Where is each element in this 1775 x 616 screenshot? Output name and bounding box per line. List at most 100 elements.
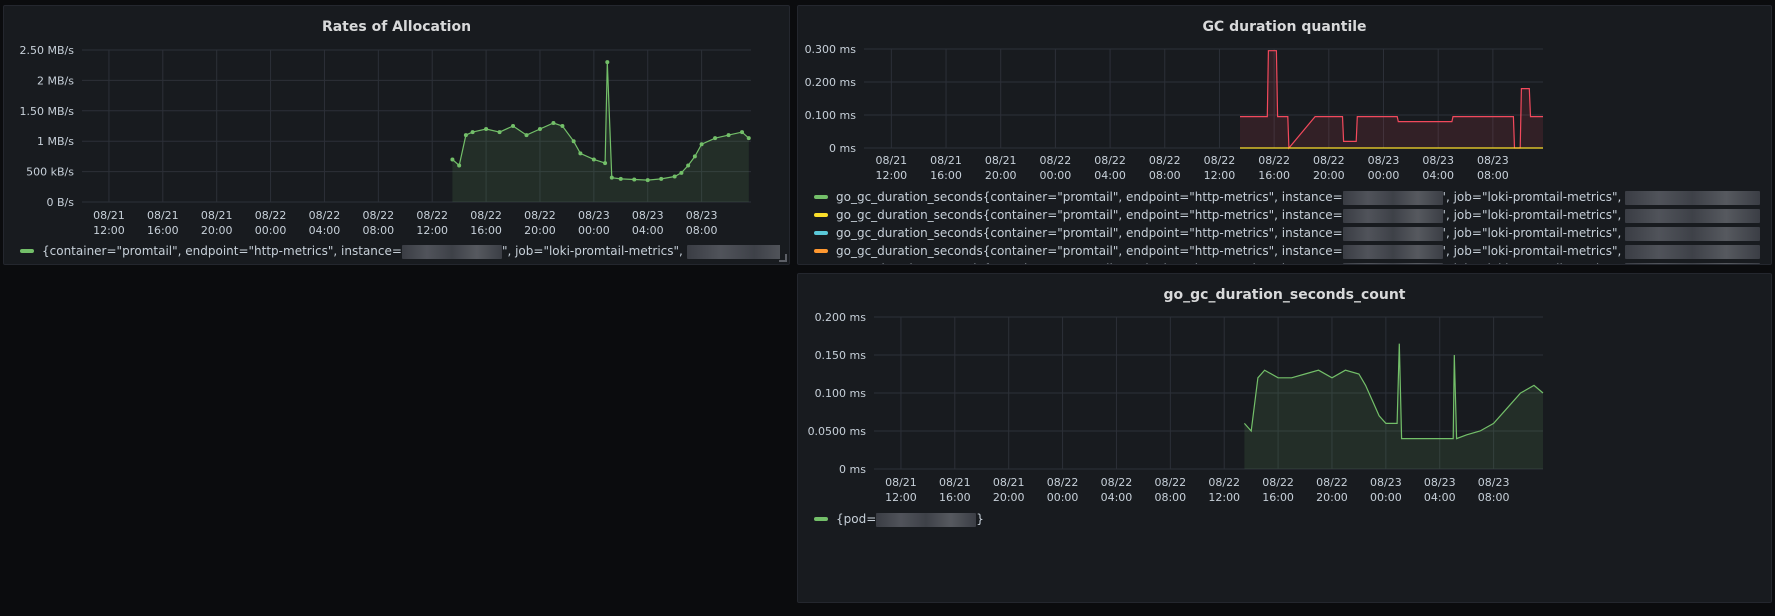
legend-item[interactable]: {pod=} [814, 510, 1764, 528]
x-tick-label: 16:00 [939, 491, 971, 504]
chart-gc-duration-seconds-count: 0 ms 0.0500 ms 0.100 ms 0.150 ms 0.200 ms 08/… [808, 311, 1544, 504]
y-tick-label: 0.100 ms [805, 109, 857, 122]
panel-title[interactable]: GC duration quantile [1202, 19, 1367, 35]
legend-label: {container="promtail", endpoint="http-me… [42, 244, 402, 258]
chart-gc-duration-quantile: 0 ms 0.100 ms 0.200 ms 0.300 ms 08/21 12:00 08… [805, 43, 1543, 182]
redacted-block [1342, 190, 1443, 205]
x-tick-label: 20:00 [1313, 169, 1345, 182]
x-tick-label: 04:00 [309, 224, 341, 237]
x-tick-label: 08/22 [1208, 476, 1240, 489]
x-tick-label: 08/22 [1313, 154, 1345, 167]
y-tick-label: 0.100 ms [815, 387, 867, 400]
legend-item[interactable]: go_gc_duration_seconds{container="promta… [814, 206, 1764, 224]
data-point [645, 178, 650, 183]
redacted-block [1625, 244, 1761, 259]
x-tick-label: 00:00 [1370, 491, 1402, 504]
legend-swatch [814, 212, 828, 217]
x-tick-label: 08/23 [1477, 154, 1509, 167]
x-tick-label: 12:00 [416, 224, 448, 237]
panel-title[interactable]: Rates of Allocation [321, 19, 472, 35]
data-point [713, 136, 718, 141]
x-tick-label: 16:00 [470, 224, 502, 237]
y-tick-label: 0.200 ms [805, 76, 857, 89]
x-tick-label: 08/21 [147, 209, 179, 222]
legend-item[interactable]: go_gc_duration_seconds{container="promta… [814, 188, 1764, 206]
legend-item[interactable]: {container="promtail", endpoint="http-me… [20, 242, 780, 260]
data-point [470, 130, 475, 135]
x-tick-label: 08/22 [524, 209, 556, 222]
data-point [672, 174, 677, 179]
legend-label: go_gc_duration_seconds{container="promta… [836, 226, 1343, 240]
x-tick-label: 08/22 [362, 209, 394, 222]
data-point [524, 133, 529, 138]
legend: go_gc_duration_seconds{container="promta… [814, 188, 1764, 264]
x-tick-label: 04:00 [632, 224, 664, 237]
legend-item[interactable]: go_gc_duration_seconds{container="promta… [814, 260, 1764, 264]
x-tick-label: 08/21 [993, 476, 1025, 489]
x-tick-label: 08:00 [1149, 169, 1181, 182]
data-point [578, 151, 583, 156]
data-point [699, 142, 704, 147]
y-tick-label: 2.50 MB/s [20, 44, 75, 57]
x-tick-label: 08/23 [1370, 476, 1402, 489]
panel-gc-duration-quantile: GC duration quantile 0 ms 0.100 ms 0.200 m… [797, 5, 1772, 265]
legend: {container="promtail", endpoint="http-me… [20, 242, 780, 260]
y-tick-label: 0.150 ms [815, 349, 867, 362]
legend-item[interactable]: go_gc_duration_seconds{container="promta… [814, 224, 1764, 242]
legend-swatch [20, 248, 34, 253]
redacted-block [1625, 190, 1761, 205]
data-point [603, 161, 608, 166]
x-tick-label: 08/22 [1101, 476, 1133, 489]
x-tick-label: 00:00 [1047, 491, 1079, 504]
legend-label: ', job="loki-promtail-metrics", [1443, 262, 1626, 264]
y-tick-label: 0 B/s [47, 196, 75, 209]
y-tick-label: 0 ms [839, 463, 866, 476]
redacted-block [1342, 226, 1443, 241]
x-tick-label: 08/22 [1262, 476, 1294, 489]
x-tick-label: 08:00 [362, 224, 394, 237]
series-area [452, 62, 749, 203]
x-tick-label: 08/22 [470, 209, 502, 222]
y-tick-label: 1.50 MB/s [20, 105, 75, 118]
legend-label: go_gc_duration_seconds{container="promta… [836, 190, 1343, 204]
x-tick-label: 12:00 [1208, 491, 1240, 504]
data-point [726, 133, 731, 138]
x-tick-label: 16:00 [1258, 169, 1290, 182]
x-tick-label: 08/22 [309, 209, 341, 222]
data-point [497, 130, 502, 135]
legend-label: {pod= [836, 512, 877, 526]
x-tick-label: 04:00 [1101, 491, 1133, 504]
x-tick-label: 08/21 [201, 209, 233, 222]
x-tick-label: 08/23 [686, 209, 718, 222]
x-tick-label: 08/23 [1368, 154, 1400, 167]
data-point [746, 136, 751, 141]
panel-title[interactable]: go_gc_duration_seconds_count [1163, 287, 1406, 303]
x-tick-label: 08/22 [255, 209, 287, 222]
x-tick-label: 08/22 [1094, 154, 1126, 167]
data-point [560, 124, 565, 128]
redacted-block [1342, 262, 1443, 264]
legend-label: ', job="loki-promtail-metrics", [1442, 226, 1626, 240]
resize-handle[interactable] [779, 254, 787, 262]
x-tick-label: 00:00 [1368, 169, 1400, 182]
x-tick-label: 08/22 [416, 209, 448, 222]
legend-swatch [814, 194, 828, 199]
x-tick-label: 20:00 [993, 491, 1025, 504]
y-tick-label: 0 ms [829, 142, 856, 155]
legend-swatch [814, 248, 828, 253]
x-tick-label: 20:00 [985, 169, 1017, 182]
legend-label: go_gc_duration_seconds{container="promta… [836, 262, 1343, 264]
legend-label: ', job="loki-promtail-metrics", [1442, 208, 1626, 222]
x-tick-label: 08/23 [1422, 154, 1454, 167]
x-tick-label: 16:00 [1262, 491, 1294, 504]
legend-label: go_gc_duration_seconds{container="promta… [836, 244, 1343, 258]
x-tick-label: 00:00 [578, 224, 610, 237]
legend-item[interactable]: go_gc_duration_seconds{container="promta… [814, 242, 1764, 260]
data-point [618, 176, 623, 181]
x-tick-label: 12:00 [875, 169, 907, 182]
data-point [571, 139, 576, 144]
x-tick-label: 08/23 [632, 209, 664, 222]
legend-swatch [814, 516, 828, 521]
y-tick-label: 2 MB/s [37, 74, 74, 87]
x-tick-label: 12:00 [1204, 169, 1236, 182]
